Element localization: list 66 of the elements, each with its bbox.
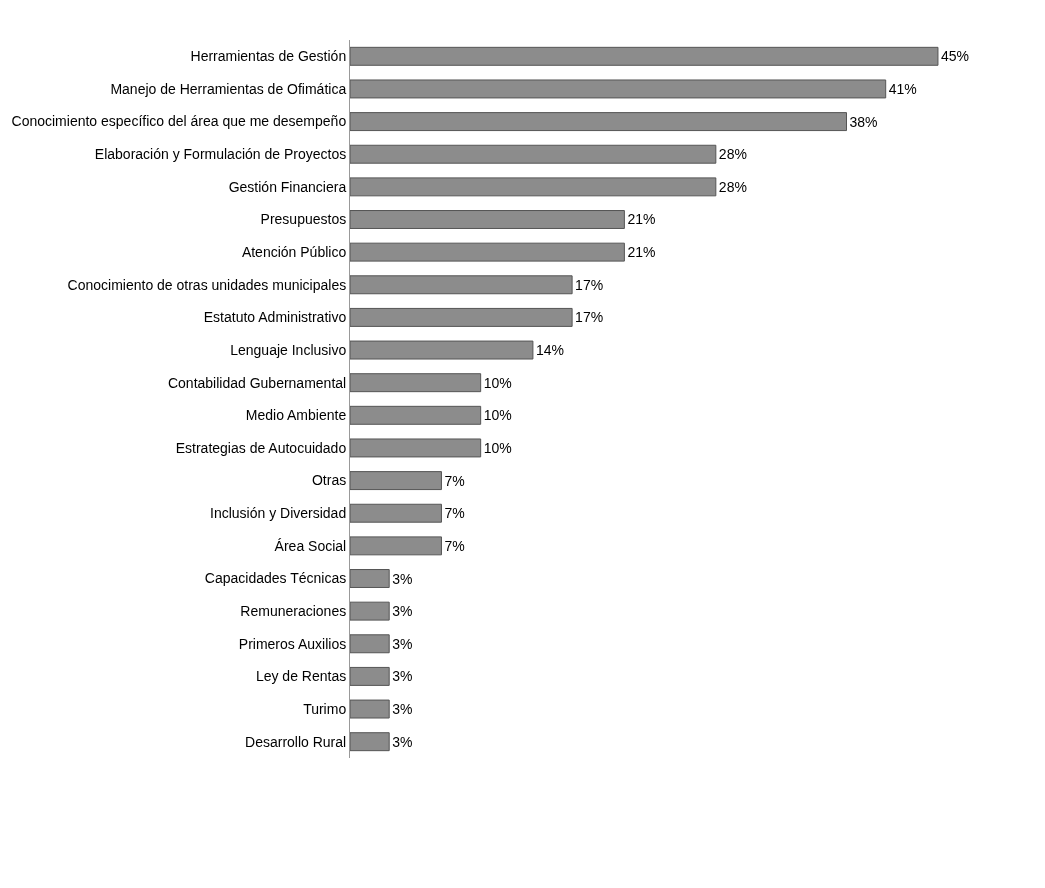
data-label: 7% <box>444 505 465 522</box>
data-label: 28% <box>718 146 747 163</box>
y-tick-label: Conocimiento específico del área que me desempeño <box>11 113 347 130</box>
data-label: 3% <box>392 701 413 718</box>
data-label: 38% <box>849 113 878 130</box>
bar <box>350 405 482 425</box>
data-label: 3% <box>392 733 413 750</box>
bar <box>350 601 390 621</box>
y-tick-label: Ley de Rentas <box>255 668 347 685</box>
data-label: 41% <box>888 80 917 97</box>
bar <box>350 79 887 99</box>
data-label: 3% <box>392 603 413 620</box>
y-tick-label: Remuneraciones <box>240 603 347 620</box>
data-label: 3% <box>392 635 413 652</box>
y-tick-label: Capacidades Técnicas <box>204 570 347 587</box>
y-tick-label: Medio Ambiente <box>245 407 347 424</box>
bar <box>350 373 482 393</box>
bar <box>350 275 573 295</box>
data-label: 10% <box>483 407 512 424</box>
bar <box>350 438 482 458</box>
bar <box>350 699 390 719</box>
y-tick-label: Inclusión y Diversidad <box>210 505 347 522</box>
data-label: 14% <box>535 342 564 359</box>
y-tick-label: Estrategias de Autocuidado <box>175 439 347 456</box>
bar <box>350 144 717 164</box>
bar <box>350 210 625 229</box>
bar <box>350 569 390 588</box>
y-tick-label: Primeros Auxilios <box>238 635 347 652</box>
y-tick-label: Área Social <box>274 537 347 554</box>
y-tick-label: Lenguaje Inclusivo <box>230 341 347 358</box>
y-tick-label: Estatuto Administrativo <box>203 309 347 326</box>
data-label: 7% <box>444 537 465 554</box>
y-tick-label: Herramientas de Gestión <box>190 48 347 65</box>
bar <box>350 536 442 556</box>
bar <box>350 503 442 523</box>
y-tick-label: Otras <box>311 472 347 489</box>
y-tick-label: Gestión Financiera <box>228 178 347 195</box>
data-label: 28% <box>718 178 747 195</box>
bar <box>350 471 442 491</box>
y-tick-label: Elaboración y Formulación de Proyectos <box>94 146 347 163</box>
bar <box>350 732 390 752</box>
y-tick-label: Atención Público <box>241 244 347 261</box>
y-tick-label: Manejo de Herramientas de Ofimática <box>110 80 347 97</box>
data-label: 10% <box>483 374 512 391</box>
data-label: 7% <box>444 472 465 489</box>
bar <box>350 340 534 360</box>
bar <box>350 666 390 686</box>
data-label: 21% <box>627 211 656 228</box>
data-label: 3% <box>392 668 413 685</box>
bar <box>350 112 847 132</box>
bar <box>350 177 717 197</box>
y-tick-label: Contabilidad Gubernamental <box>167 374 347 391</box>
bar <box>350 242 625 262</box>
data-label: 21% <box>627 244 656 261</box>
y-tick-label: Turimo <box>303 700 347 717</box>
bar <box>350 307 573 327</box>
bar <box>350 46 939 66</box>
data-label: 17% <box>575 309 604 326</box>
y-tick-label: Desarrollo Rural <box>245 733 347 750</box>
data-label: 45% <box>940 48 969 65</box>
data-label: 17% <box>575 276 604 293</box>
data-label: 3% <box>392 570 413 587</box>
bar <box>350 634 390 654</box>
y-tick-label: Conocimiento de otras unidades municipales <box>67 276 347 293</box>
data-label: 10% <box>483 439 512 456</box>
y-tick-label: Presupuestos <box>260 211 347 228</box>
